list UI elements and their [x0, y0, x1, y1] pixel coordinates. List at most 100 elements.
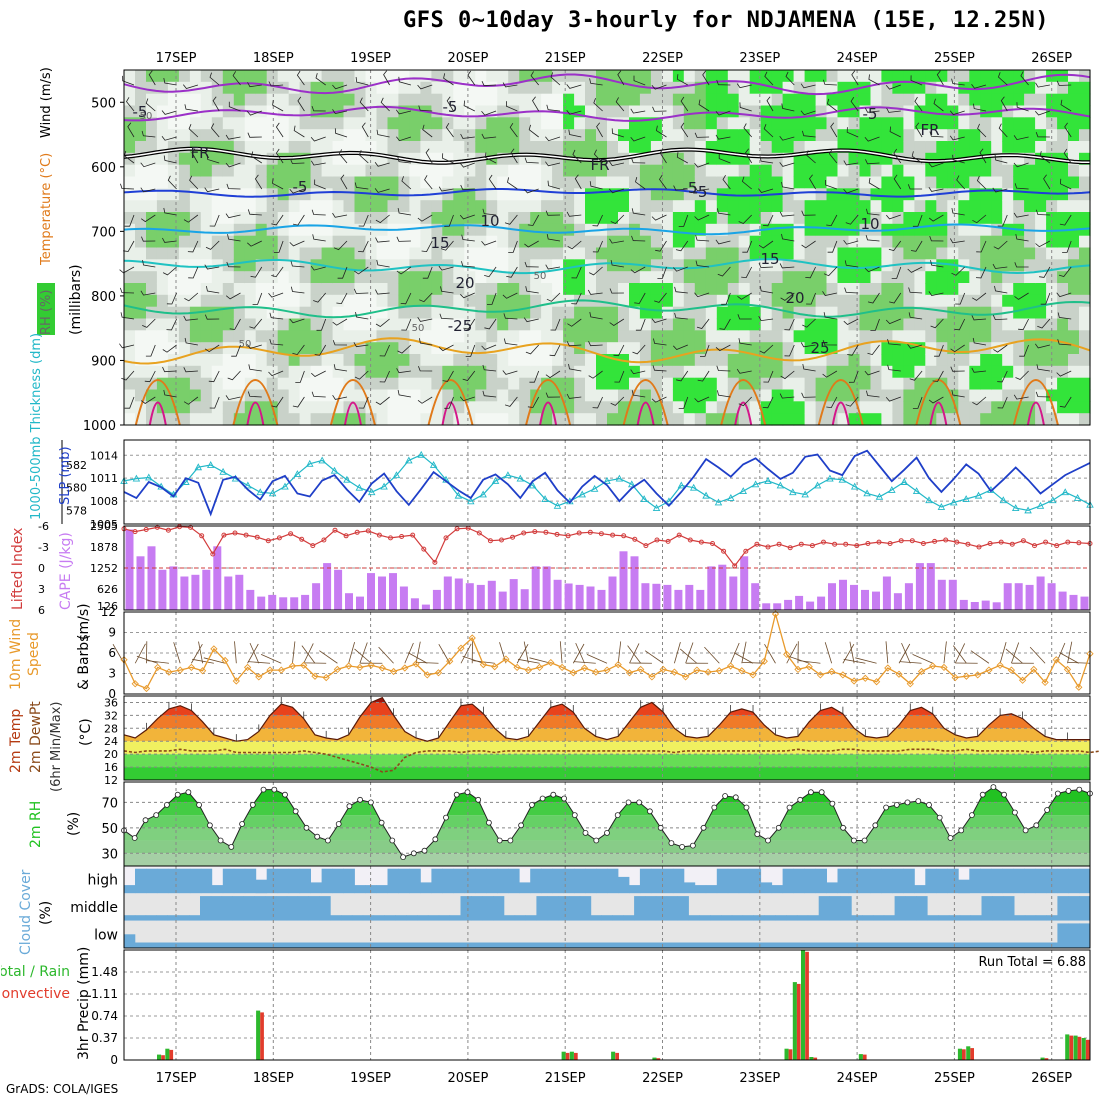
wind-barb	[120, 183, 135, 190]
rh-cell	[672, 306, 685, 320]
rh-cell	[222, 212, 235, 225]
rh-cell	[552, 271, 564, 284]
rh-cell	[1002, 129, 1014, 142]
wind-barb	[847, 344, 859, 356]
rh-cell	[464, 259, 476, 272]
rh-cell	[574, 223, 586, 237]
cloud-bar-low	[1046, 942, 1058, 948]
wind-barb	[332, 318, 348, 326]
rh-cell	[332, 247, 345, 260]
rh-cell	[991, 377, 1003, 391]
rh-cell	[1057, 318, 1069, 331]
wind-barb	[231, 344, 241, 357]
wind-barb	[721, 292, 731, 305]
cloud-bar-low	[351, 942, 364, 948]
rh-cell	[936, 212, 948, 225]
wind-speed-point	[266, 666, 274, 674]
rh-cell	[705, 93, 718, 107]
rh-cell	[826, 164, 839, 178]
rh-cell	[837, 105, 850, 118]
rh-cell	[903, 223, 915, 237]
rh-cell	[782, 271, 795, 284]
rh-cell	[848, 141, 861, 154]
wind-barb-10m	[674, 641, 681, 664]
rh-cell	[464, 365, 476, 379]
rh-point	[185, 789, 192, 796]
rh-cell	[464, 141, 476, 154]
rh-cell	[738, 81, 751, 95]
wind-barb	[162, 344, 177, 353]
wind-barb	[976, 175, 987, 190]
cloud-bar-low	[883, 942, 896, 948]
rh-cell	[585, 283, 597, 296]
lifted-index-point	[132, 529, 138, 535]
precip-total-bar	[165, 1048, 170, 1060]
cloud-bar-high	[1068, 868, 1080, 894]
wind-barb	[167, 175, 177, 190]
rh-cell	[288, 283, 301, 296]
cape-bar	[520, 589, 529, 610]
rh-cell	[914, 283, 926, 296]
thickness-point	[764, 476, 772, 484]
legend-total-rain: Total / Rain	[0, 964, 70, 980]
rh-cell	[848, 306, 861, 320]
rh-cell	[453, 354, 465, 367]
rh-cell	[793, 176, 806, 189]
rh-cell	[124, 318, 136, 331]
rh-cell	[639, 377, 652, 391]
rh-cell	[354, 200, 367, 213]
rh-cell	[365, 330, 378, 343]
wind-unit-label: (m/s)	[76, 603, 92, 640]
rh-cell	[332, 200, 345, 213]
rh-cell	[771, 259, 784, 272]
rh-cell	[178, 212, 191, 225]
rh-cell	[376, 389, 389, 402]
wind-barb	[444, 214, 454, 227]
rh-cell	[870, 81, 883, 95]
wind-speed-point	[906, 680, 914, 688]
thickness-point	[541, 495, 549, 502]
rh-cell	[980, 354, 992, 367]
precip-convective-bar	[788, 1049, 793, 1060]
cloud-bar-high	[925, 868, 937, 894]
rh-cell	[672, 365, 685, 379]
wind-barb	[225, 213, 241, 219]
chart-title: GFS 0~10day 3-hourly for NDJAMENA (15E, …	[403, 8, 1050, 33]
rh-cell	[310, 271, 323, 284]
rh-cell	[310, 247, 323, 260]
rh-cell	[914, 271, 926, 284]
rh-cell	[771, 129, 784, 142]
rh-cell	[760, 365, 773, 379]
minmax-axis-label: (6hr Min/Max)	[49, 702, 64, 792]
rh-cell	[563, 235, 575, 249]
rh-cell	[563, 389, 575, 402]
rh-cell	[135, 365, 147, 379]
wind-speed-point	[401, 664, 409, 672]
rh-cell	[782, 330, 795, 343]
rh-cell	[332, 141, 345, 154]
rh-cell	[793, 223, 806, 237]
rh-cell	[387, 306, 400, 320]
cloud-bar-middle	[981, 896, 993, 921]
rh-cell	[892, 401, 904, 414]
rh-cell	[519, 164, 531, 178]
rh-cell	[969, 377, 981, 391]
rh-cell	[156, 235, 169, 249]
rh-cell	[574, 212, 586, 225]
wind-barb	[993, 344, 1008, 353]
rh-cell	[409, 354, 421, 367]
rh-cell	[804, 223, 817, 237]
rh-cell	[661, 377, 674, 391]
rh-cell	[914, 413, 926, 426]
rh-cell	[398, 413, 410, 426]
rh-cell	[277, 259, 290, 272]
rh-cell	[694, 354, 707, 367]
wind-barb	[866, 208, 880, 216]
rh-cell	[683, 413, 696, 426]
rh-cell	[804, 164, 817, 178]
rh-cell	[486, 247, 498, 260]
rh-cell	[870, 318, 883, 331]
lifted-index-point	[543, 529, 549, 535]
temp-bands	[124, 697, 1090, 780]
rh-cell	[178, 377, 191, 391]
